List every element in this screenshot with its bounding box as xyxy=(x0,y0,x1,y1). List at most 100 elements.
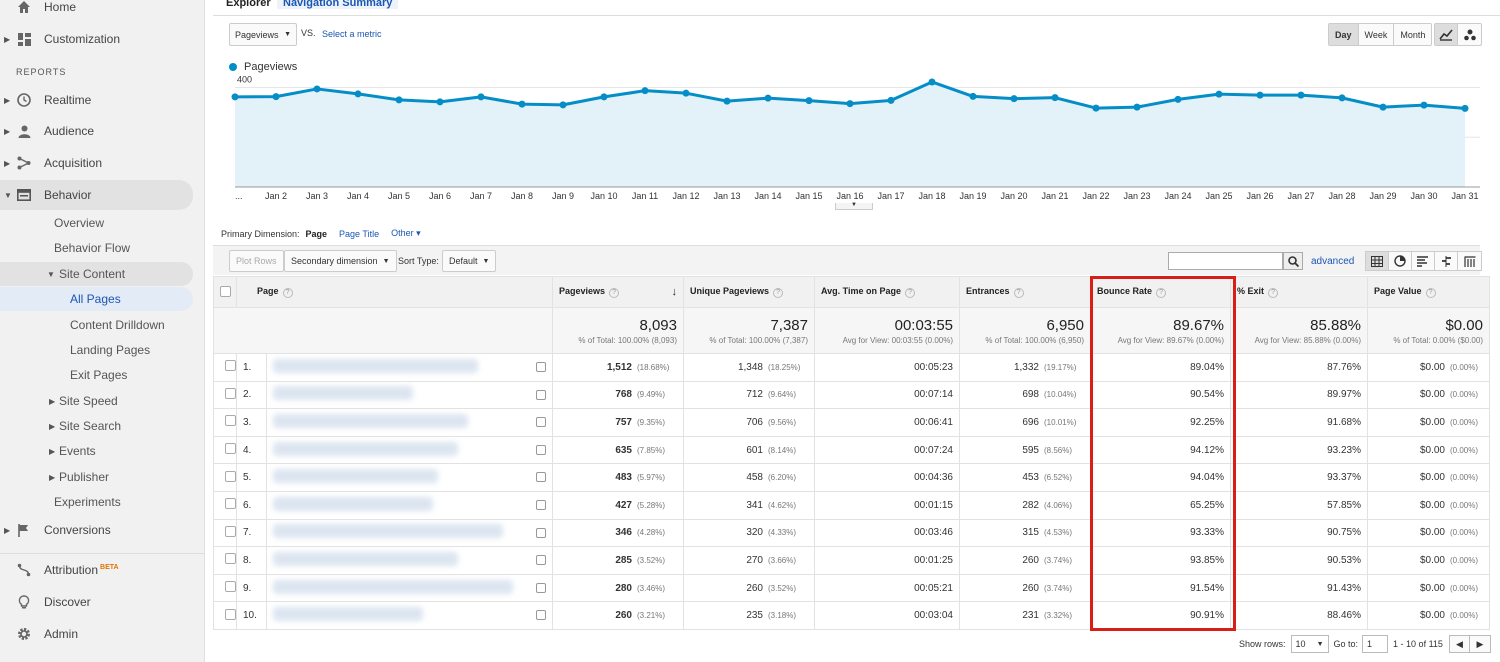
open-page-icon[interactable] xyxy=(536,499,546,510)
row-select-cell[interactable] xyxy=(213,435,237,465)
data-table-icon[interactable] xyxy=(1366,252,1389,270)
row-checkbox[interactable] xyxy=(225,553,236,565)
nav-landing-pages[interactable]: Landing Pages xyxy=(0,339,205,361)
metric-dropdown[interactable]: Pageviews ▼ xyxy=(229,23,297,46)
col-header-bounce-rate[interactable]: Bounce Rate? xyxy=(1090,276,1231,308)
pivot-icon[interactable] xyxy=(1458,252,1481,270)
open-page-icon[interactable] xyxy=(536,610,546,621)
sort-type-dropdown[interactable]: Default ▼ xyxy=(442,250,497,272)
col-header-exit[interactable]: % Exit? xyxy=(1230,276,1368,308)
nav-attribution[interactable]: Attribution BETA xyxy=(0,559,205,581)
row-select-cell[interactable] xyxy=(213,490,237,520)
nav-experiments[interactable]: Experiments xyxy=(0,491,205,513)
dimension-page[interactable]: Page xyxy=(305,228,328,239)
nav-behavior-flow[interactable]: Behavior Flow xyxy=(0,237,205,259)
row-checkbox[interactable] xyxy=(225,470,236,482)
page-cell[interactable] xyxy=(266,380,553,410)
col-header-pageviews[interactable]: Pageviews? ↓ xyxy=(552,276,684,308)
row-select-cell[interactable] xyxy=(213,518,237,548)
help-icon[interactable]: ? xyxy=(1425,288,1436,298)
next-page-icon[interactable]: ▶ xyxy=(1470,636,1490,652)
nav-conversions[interactable]: ▶ Conversions xyxy=(0,519,205,541)
row-checkbox[interactable] xyxy=(225,498,236,510)
page-cell[interactable] xyxy=(266,601,553,630)
open-page-icon[interactable] xyxy=(536,417,546,428)
select-metric-link[interactable]: Select a metric xyxy=(322,29,382,39)
month-button[interactable]: Month xyxy=(1400,29,1426,40)
open-page-icon[interactable] xyxy=(536,389,546,400)
nav-publisher[interactable]: ▶ Publisher xyxy=(0,466,205,488)
help-icon[interactable]: ? xyxy=(1156,288,1167,298)
row-select-cell[interactable] xyxy=(213,353,237,382)
help-icon[interactable]: ? xyxy=(905,288,916,298)
row-checkbox[interactable] xyxy=(225,415,236,427)
page-cell[interactable] xyxy=(266,408,553,437)
row-select-cell[interactable] xyxy=(213,408,237,437)
tab-navigation-summary[interactable]: Navigation Summary xyxy=(277,0,399,9)
prev-page-icon[interactable]: ◀ xyxy=(1450,636,1470,652)
page-cell[interactable] xyxy=(266,573,553,603)
nav-site-content[interactable]: ▼ Site Content xyxy=(0,262,193,286)
nav-exit-pages[interactable]: Exit Pages xyxy=(0,364,205,386)
row-checkbox[interactable] xyxy=(225,360,236,372)
table-search-input[interactable] xyxy=(1168,252,1283,270)
row-checkbox[interactable] xyxy=(225,525,236,537)
tab-explorer[interactable]: Explorer xyxy=(226,0,271,9)
row-checkbox[interactable] xyxy=(225,443,236,455)
goto-input[interactable]: 1 xyxy=(1362,635,1389,653)
dimension-page-title[interactable]: Page Title xyxy=(339,228,380,239)
pie-chart-icon[interactable] xyxy=(1389,252,1412,270)
row-checkbox[interactable] xyxy=(225,608,236,620)
help-icon[interactable]: ? xyxy=(1013,288,1024,298)
nav-overview[interactable]: Overview xyxy=(0,212,205,234)
col-header-avg-time[interactable]: Avg. Time on Page? xyxy=(814,276,960,308)
row-select-cell[interactable] xyxy=(213,380,237,410)
page-cell[interactable] xyxy=(266,518,553,548)
plot-rows-button[interactable]: Plot Rows xyxy=(229,250,284,272)
nav-home[interactable]: Home xyxy=(0,0,205,18)
help-icon[interactable]: ? xyxy=(773,288,784,298)
page-cell[interactable] xyxy=(266,353,553,382)
week-button[interactable]: Week xyxy=(1359,24,1395,45)
dimension-other[interactable]: Other ▾ xyxy=(391,228,421,238)
col-header-entrances[interactable]: Entrances? xyxy=(959,276,1091,308)
nav-acquisition[interactable]: ▶ Acquisition xyxy=(0,152,205,174)
help-icon[interactable]: ? xyxy=(282,288,293,298)
show-rows-select[interactable]: 10 ▼ xyxy=(1290,635,1329,653)
chart-resize-handle[interactable]: ▼ xyxy=(835,202,873,210)
col-header-page-value[interactable]: Page Value? xyxy=(1367,276,1490,308)
row-select-cell[interactable] xyxy=(213,573,237,603)
page-cell[interactable] xyxy=(266,546,553,575)
open-page-icon[interactable] xyxy=(536,362,546,372)
nav-audience[interactable]: ▶ Audience xyxy=(0,120,205,142)
performance-icon[interactable] xyxy=(1412,252,1435,270)
row-checkbox[interactable] xyxy=(225,387,236,399)
day-button[interactable]: Day xyxy=(1329,24,1359,45)
open-page-icon[interactable] xyxy=(536,582,546,593)
nav-all-pages[interactable]: All Pages xyxy=(0,287,193,311)
nav-behavior[interactable]: ▼ Behavior xyxy=(0,180,193,210)
line-chart-icon[interactable] xyxy=(1435,24,1458,45)
nav-site-search[interactable]: ▶ Site Search xyxy=(0,415,205,437)
nav-events[interactable]: ▶ Events xyxy=(0,440,205,462)
col-header-unique-pageviews[interactable]: Unique Pageviews? xyxy=(683,276,815,308)
select-all-checkbox[interactable] xyxy=(219,285,231,297)
open-page-icon[interactable] xyxy=(536,527,546,538)
nav-admin[interactable]: Admin xyxy=(0,623,205,645)
open-page-icon[interactable] xyxy=(536,555,546,566)
page-cell[interactable] xyxy=(266,490,553,520)
page-cell[interactable] xyxy=(266,463,553,492)
row-select-cell[interactable] xyxy=(213,463,237,492)
row-select-cell[interactable] xyxy=(213,601,237,630)
open-page-icon[interactable] xyxy=(536,444,546,455)
row-select-cell[interactable] xyxy=(213,546,237,575)
nav-site-speed[interactable]: ▶ Site Speed xyxy=(0,390,205,412)
help-icon[interactable]: ? xyxy=(609,288,620,298)
secondary-dimension-dropdown[interactable]: Secondary dimension ▼ xyxy=(284,250,397,272)
nav-realtime[interactable]: ▶ Realtime xyxy=(0,89,205,111)
comparison-icon[interactable] xyxy=(1435,252,1458,270)
search-button[interactable] xyxy=(1283,252,1303,270)
select-all-cell[interactable] xyxy=(213,276,237,308)
nav-content-drilldown[interactable]: Content Drilldown xyxy=(0,314,205,336)
